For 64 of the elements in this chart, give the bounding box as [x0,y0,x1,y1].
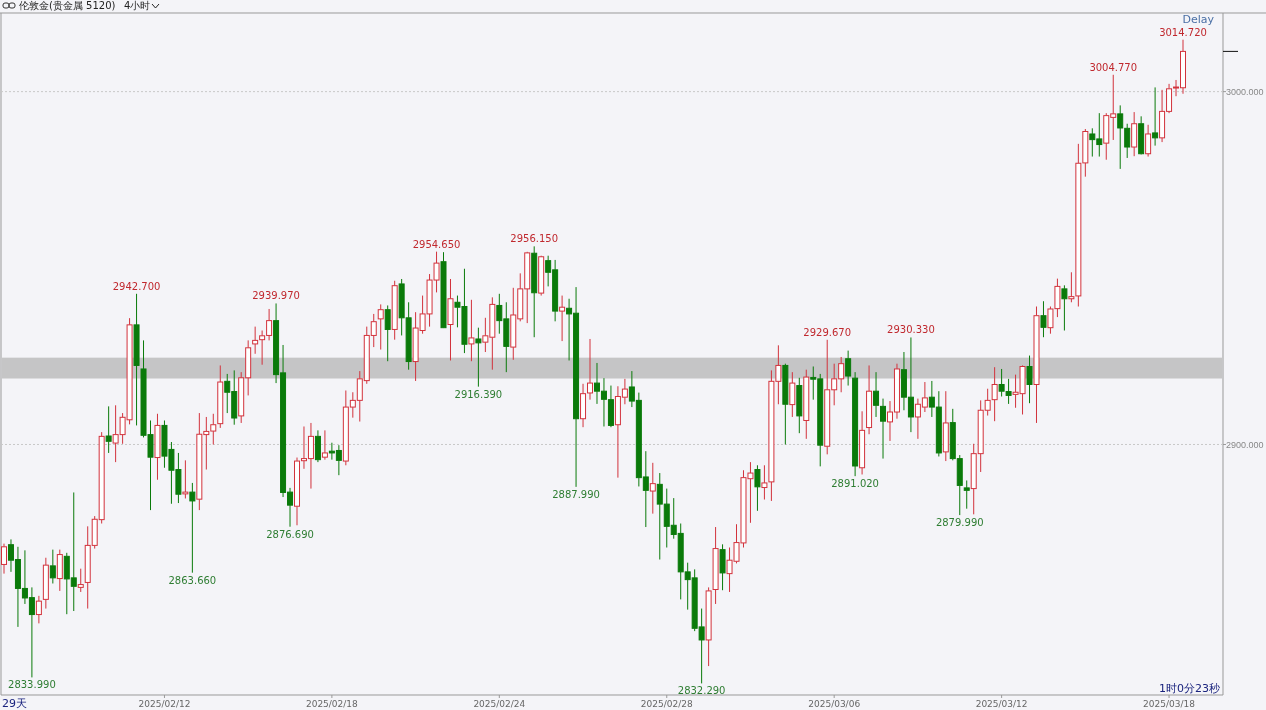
x-tick-label: 2025/03/18 [1143,699,1196,709]
annotation: 2891.020 [831,478,879,490]
annotation: Delay [1182,13,1215,26]
candlestick [1,543,7,575]
candlestick [852,371,859,477]
candlestick [475,327,482,388]
candlestick [1152,86,1159,147]
candlestick [559,295,566,342]
candlestick [649,462,656,515]
y-tick-label: 2900.000 [1226,439,1264,450]
annotation: 2832.290 [677,685,726,697]
candlestick [866,364,873,435]
annotation: 2916.390 [454,388,503,400]
annotation: 2939.970 [252,290,300,302]
candlestick [105,405,112,454]
candlestick [845,350,852,387]
candlestick [789,371,796,418]
candlestick [712,526,719,605]
candlestick [133,293,140,426]
candlestick [1145,124,1152,158]
annotation: 2887.990 [552,488,600,500]
candlestick [1026,355,1033,404]
candlestick [217,364,224,429]
annotation: 3014.720 [1159,26,1207,38]
candlestick [468,299,475,362]
annotation: 2879.990 [935,517,984,529]
x-tick-label: 2025/03/06 [808,699,861,709]
x-tick-label: 2025/02/18 [305,699,359,709]
candlestick [880,398,887,460]
annotation: 2876.690 [266,528,314,540]
x-tick-label: 2025/02/12 [138,699,191,709]
x-tick-label: 2025/03/12 [975,699,1028,709]
candlestick [991,366,998,422]
candlestick [314,429,321,463]
annotation: 3004.770 [1089,61,1138,73]
candlestick [384,304,391,362]
candlestick [754,464,761,512]
candlestick [377,303,384,351]
candlestick [35,595,42,624]
candlestick [252,326,259,355]
chart-subtitle: 4小时 [124,0,151,11]
x-tick-label: 2025/02/28 [640,699,693,709]
annotation: 2863.660 [168,574,217,586]
candlestick [321,429,328,461]
candlestick [531,245,538,338]
chart-title: 伦敦金(贵金属 5120) [19,0,116,11]
candlestick [873,371,880,418]
candlestick [719,543,726,591]
y-tick-label: 3000.000 [1226,86,1264,97]
annotation: 2929.670 [803,326,852,338]
annotation: 2833.990 [8,679,56,691]
candlestick [42,557,49,610]
candlestick [1040,300,1047,338]
candlestick [859,410,866,475]
annotation: 2930.330 [887,324,935,336]
candlestick [963,479,970,510]
annotation: 2954.650 [412,238,461,250]
candlestick [154,413,161,481]
text: 29天 [2,697,27,710]
candlestick [447,278,454,361]
annotation: 2956.150 [510,233,559,245]
annotation: 2942.700 [112,280,161,292]
annotation: 1时0分23秒 [1159,682,1220,695]
x-tick-label: 2025/02/24 [473,699,526,709]
